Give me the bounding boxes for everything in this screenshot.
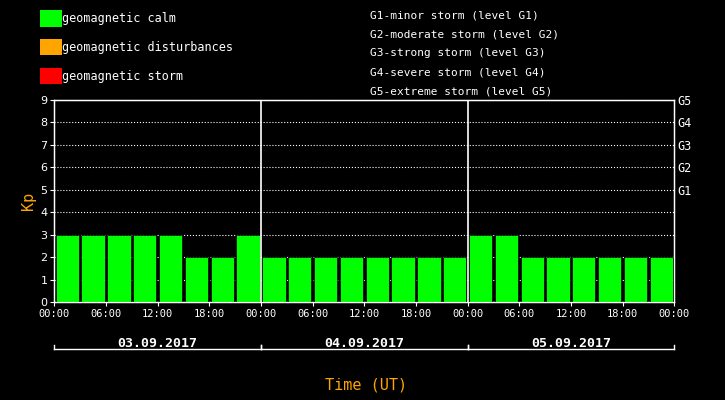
Text: 04.09.2017: 04.09.2017: [324, 337, 405, 350]
Bar: [624, 257, 647, 302]
Bar: [236, 235, 260, 302]
Bar: [494, 235, 518, 302]
Bar: [159, 235, 182, 302]
Bar: [469, 235, 492, 302]
Bar: [340, 257, 363, 302]
Bar: [133, 235, 157, 302]
Bar: [81, 235, 104, 302]
Bar: [547, 257, 570, 302]
Bar: [262, 257, 286, 302]
Text: geomagnetic calm: geomagnetic calm: [62, 12, 175, 25]
Bar: [572, 257, 595, 302]
Bar: [418, 257, 441, 302]
Bar: [365, 257, 389, 302]
Text: geomagnetic storm: geomagnetic storm: [62, 70, 183, 83]
Text: G5-extreme storm (level G5): G5-extreme storm (level G5): [370, 87, 552, 97]
Bar: [521, 257, 544, 302]
Bar: [107, 235, 130, 302]
Bar: [392, 257, 415, 302]
Bar: [56, 235, 79, 302]
Bar: [211, 257, 234, 302]
Text: geomagnetic disturbances: geomagnetic disturbances: [62, 41, 233, 54]
Bar: [288, 257, 311, 302]
Text: G3-strong storm (level G3): G3-strong storm (level G3): [370, 48, 545, 58]
Bar: [185, 257, 208, 302]
Bar: [443, 257, 466, 302]
Text: 05.09.2017: 05.09.2017: [531, 337, 611, 350]
Bar: [598, 257, 621, 302]
Text: 03.09.2017: 03.09.2017: [117, 337, 198, 350]
Bar: [314, 257, 337, 302]
Text: G1-minor storm (level G1): G1-minor storm (level G1): [370, 10, 539, 20]
Text: G4-severe storm (level G4): G4-severe storm (level G4): [370, 68, 545, 78]
Y-axis label: Kp: Kp: [21, 192, 36, 210]
Bar: [650, 257, 673, 302]
Text: G2-moderate storm (level G2): G2-moderate storm (level G2): [370, 29, 559, 39]
Text: Time (UT): Time (UT): [325, 377, 407, 392]
